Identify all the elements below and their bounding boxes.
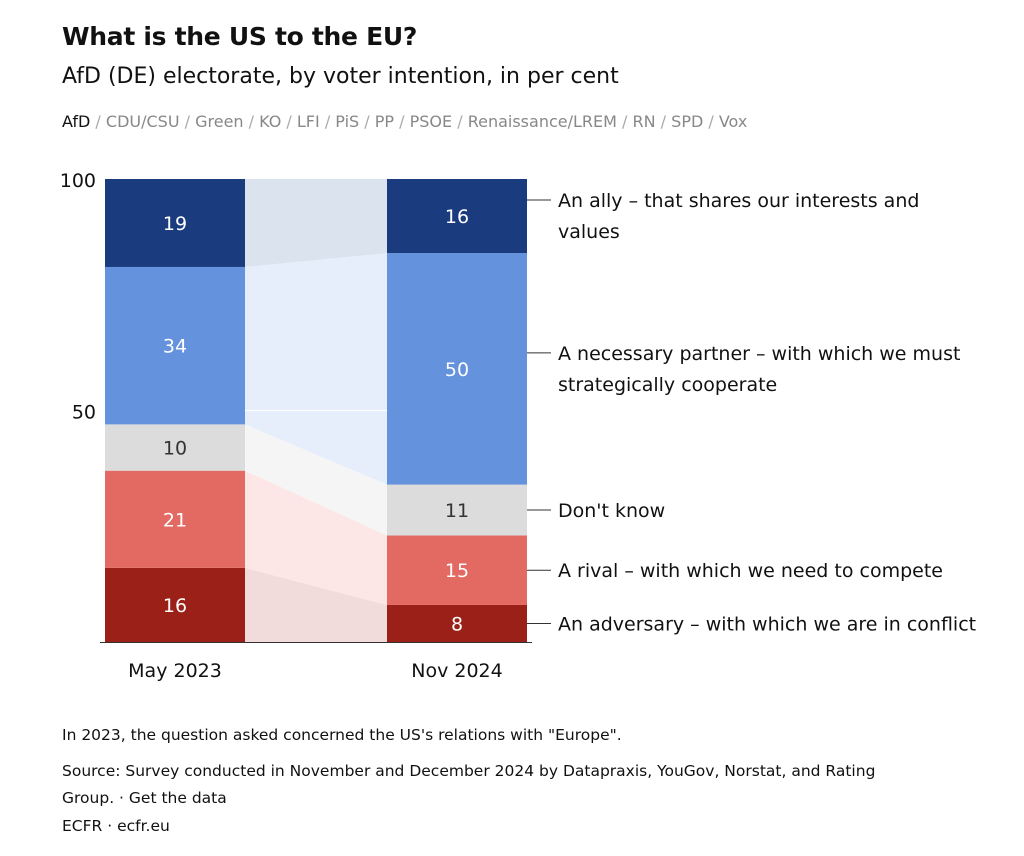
connector-band <box>245 470 387 605</box>
data-label: 21 <box>163 509 187 531</box>
tab-separator: / <box>452 112 468 131</box>
bar-segment <box>105 266 245 425</box>
party-tab-afd[interactable]: AfD <box>62 112 91 131</box>
tab-separator: / <box>394 112 410 131</box>
legend-label: strategically cooperate <box>558 374 777 396</box>
bar-segment <box>387 604 527 642</box>
party-selector: AfD / CDU/CSU / Green / KO / LFI / PiS /… <box>62 112 747 131</box>
legend-label: Don't know <box>558 500 665 522</box>
legend-label: values <box>558 221 620 243</box>
tab-separator: / <box>319 112 336 131</box>
x-tick-label: May 2023 <box>128 660 222 682</box>
footnote: In 2023, the question asked concerned th… <box>62 726 622 744</box>
tab-separator: / <box>90 112 106 131</box>
tab-separator: / <box>359 112 375 131</box>
legend-label: An ally – that shares our interests and <box>558 190 919 212</box>
data-label: 10 <box>163 438 187 460</box>
tab-separator: / <box>243 112 260 131</box>
tab-separator: / <box>655 112 672 131</box>
party-tab-pp[interactable]: PP <box>374 112 395 131</box>
bar-segment <box>387 484 527 536</box>
bar-segment <box>387 535 527 605</box>
legend-label: A rival – with which we need to compete <box>558 560 943 582</box>
data-label: 8 <box>451 613 463 635</box>
connector-band <box>245 424 387 536</box>
party-tab-spd[interactable]: SPD <box>671 112 704 131</box>
party-tab-rn[interactable]: RN <box>632 112 656 131</box>
party-tab-renaissance-lrem[interactable]: Renaissance/LREM <box>467 112 617 131</box>
bar-segment <box>387 179 527 254</box>
data-label: 16 <box>163 595 187 617</box>
party-tab-cdu-csu[interactable]: CDU/CSU <box>105 112 180 131</box>
connector-band <box>245 253 387 485</box>
legend-label: A necessary partner – with which we must <box>558 343 960 365</box>
source-line-1: Source: Survey conducted in November and… <box>62 762 876 780</box>
y-tick-label: 50 <box>72 402 96 424</box>
data-label: 16 <box>445 206 469 228</box>
connector-band <box>245 179 387 267</box>
party-tab-vox[interactable]: Vox <box>718 112 748 131</box>
party-tab-pis[interactable]: PiS <box>335 112 360 131</box>
party-tab-lfi[interactable]: LFI <box>296 112 320 131</box>
bar-segment <box>387 253 527 485</box>
party-tab-psoe[interactable]: PSOE <box>409 112 453 131</box>
stacked-bar-chart: 16 21 10 34 19 8 15 11 50 16 100 50 May 2023 Nov 2024… <box>60 170 976 682</box>
chart-subtitle: AfD (DE) electorate, by voter intention,… <box>62 64 619 89</box>
x-tick-label: Nov 2024 <box>411 660 502 682</box>
tab-separator: / <box>179 112 196 131</box>
party-tab-ko[interactable]: KO <box>259 112 282 131</box>
y-tick-label: 100 <box>60 170 96 192</box>
tab-separator: / <box>703 112 719 131</box>
chart-title: What is the US to the EU? <box>62 22 418 51</box>
bar-segment <box>105 424 245 471</box>
source-line-2: Group. · Get the data <box>62 789 227 807</box>
bar-segment <box>105 470 245 568</box>
bar-segment <box>105 179 245 267</box>
data-label: 11 <box>445 500 469 522</box>
tab-separator: / <box>616 112 633 131</box>
connector-band <box>245 567 387 642</box>
data-label: 50 <box>445 359 469 381</box>
tab-separator: / <box>281 112 297 131</box>
credit: ECFR · ecfr.eu <box>62 817 170 835</box>
legend-label: An adversary – with which we are in conf… <box>558 613 976 635</box>
bar-segment <box>105 567 245 642</box>
data-label: 15 <box>445 560 469 582</box>
data-label: 34 <box>163 336 187 358</box>
data-label: 19 <box>163 213 187 235</box>
party-tab-green[interactable]: Green <box>195 112 244 131</box>
